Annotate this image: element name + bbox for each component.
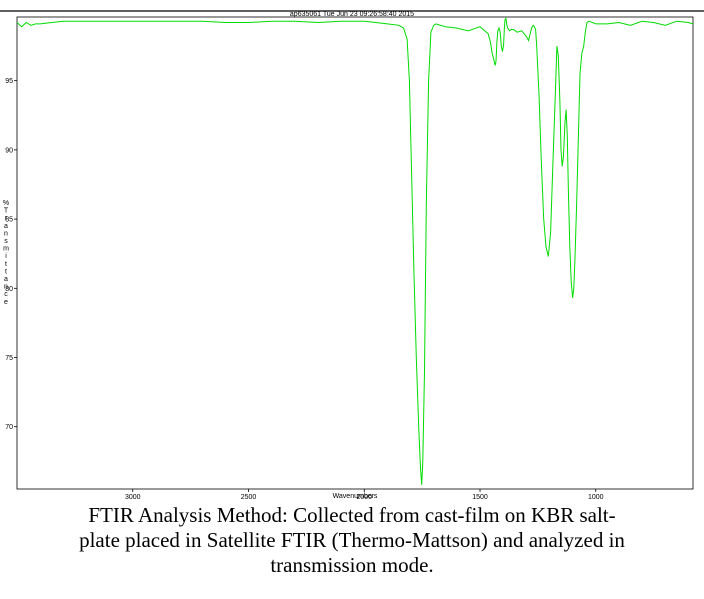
x-tick-label: 2000 (356, 494, 372, 500)
y-axis-title-char: i (5, 253, 7, 260)
y-axis-title-char: n (4, 284, 8, 291)
y-tick-label: 75 (5, 355, 13, 362)
y-axis-title-char: t (5, 261, 7, 268)
y-axis-title-char: T (4, 208, 9, 215)
y-tick-label: 95 (5, 78, 13, 85)
y-axis-title-char: e (4, 299, 8, 306)
x-tick-label: 1500 (472, 494, 488, 500)
y-tick-label: 90 (5, 147, 13, 154)
y-tick-label: 80 (5, 286, 13, 293)
plot-frame (16, 16, 694, 490)
y-axis-title-char: a (4, 223, 8, 230)
spectrum-header: ap635061 Tue Jun 23 09:26:58:40 2015 (290, 11, 414, 18)
x-axis-title: Wavenumbers (333, 493, 378, 500)
transmittance-series-line (16, 17, 694, 485)
y-tick-label: 85 (5, 217, 13, 224)
x-tick-label: 2500 (241, 494, 257, 500)
y-axis-title-char: a (4, 276, 8, 283)
y-axis-title-char: s (4, 238, 8, 245)
y-axis: 70 75 80 85 90 95 (5, 78, 17, 431)
caption-line: FTIR Analysis Method: Collected from cas… (88, 503, 616, 527)
caption-line: plate placed in Satellite FTIR (Thermo-M… (79, 528, 625, 552)
y-axis-title-char: t (5, 268, 7, 275)
x-tick-label: 3000 (125, 494, 141, 500)
y-axis-title-char: % (3, 200, 9, 207)
y-axis-title-char: r (5, 215, 8, 222)
y-axis-title-char: n (4, 230, 8, 237)
x-tick-label: 1000 (588, 494, 604, 500)
caption-line: transmission mode. (270, 553, 434, 577)
y-axis-title-char: c (4, 291, 8, 298)
figure-caption: FTIR Analysis Method: Collected from cas… (0, 503, 704, 595)
y-axis-title-char: m (3, 246, 9, 253)
x-axis: 3000 2500 2000 1500 1000 (125, 489, 604, 500)
y-tick-label: 70 (5, 424, 13, 431)
ftir-spectrum-chart: ap635061 Tue Jun 23 09:26:58:40 2015 707… (0, 10, 704, 500)
ftir-spectrum-figure: ap635061 Tue Jun 23 09:26:58:40 2015 70 7… (0, 10, 704, 500)
